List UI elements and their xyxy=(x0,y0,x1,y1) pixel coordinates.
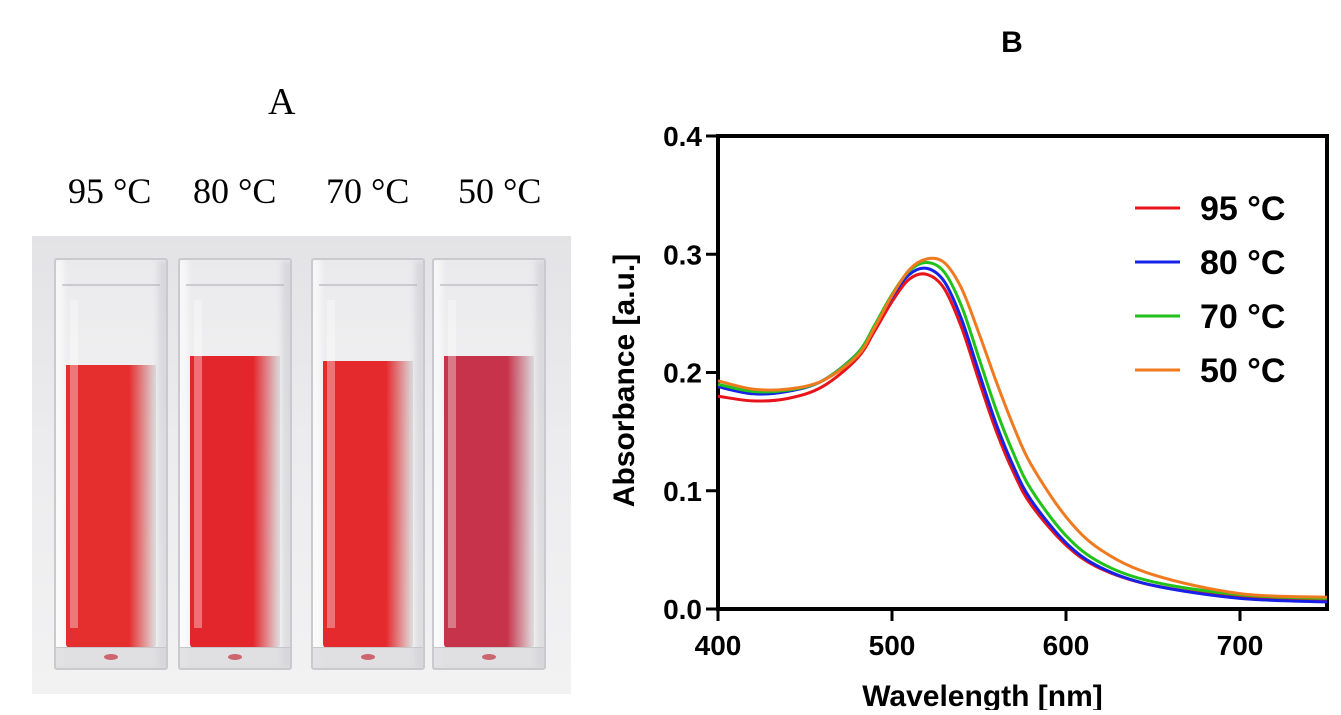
liquid-drop xyxy=(228,654,242,660)
absorbance-chart-panel: B 0.0 0.1 0.2 0.3 0.4 400 500 600 700 Wavelength [… xyxy=(600,0,1341,713)
y-tick-label: 0.3 xyxy=(663,239,702,270)
cuvette-label-70: 70 °C xyxy=(326,171,410,211)
glass-highlight xyxy=(448,300,456,628)
cuvette-label-95: 95 °C xyxy=(68,171,152,211)
cuvette-label-80: 80 °C xyxy=(193,171,277,211)
absorbance-chart: B 0.0 0.1 0.2 0.3 0.4 400 500 600 700 Wavelength [… xyxy=(608,26,1329,713)
x-tick-label: 500 xyxy=(869,630,916,661)
x-tick-label: 400 xyxy=(695,630,742,661)
panel-label-b: B xyxy=(1001,26,1023,59)
y-tick-label: 0.0 xyxy=(663,594,702,625)
cuvette-liquid xyxy=(190,356,280,648)
legend-label: 70 °C xyxy=(1200,298,1285,336)
cuvette-95 xyxy=(54,258,168,670)
y-axis-label: Absorbance [a.u.] xyxy=(608,254,641,507)
cuvette-50 xyxy=(432,258,546,670)
y-tick-label: 0.2 xyxy=(663,358,702,389)
y-tick-label: 0.1 xyxy=(663,476,702,507)
series-line-50 xyxy=(717,256,1328,599)
y-tick-label: 0.4 xyxy=(663,121,702,152)
cuvette-70 xyxy=(311,258,425,670)
cuvette-rim xyxy=(319,266,417,286)
cuvette-liquid xyxy=(323,361,413,648)
cuvette-80 xyxy=(178,258,292,670)
cuvette-rim xyxy=(440,266,538,286)
glass-highlight xyxy=(194,300,202,628)
cuvette-rim xyxy=(62,266,160,286)
liquid-drop xyxy=(482,654,496,660)
legend-label: 50 °C xyxy=(1200,352,1285,390)
photo-panel: A 95 °C 80 °C 70 °C 50 °C xyxy=(0,0,600,710)
cuvette-liquid xyxy=(66,365,156,648)
x-tick-label: 700 xyxy=(1217,630,1264,661)
legend-label: 95 °C xyxy=(1200,190,1285,228)
cuvette-liquid xyxy=(444,356,534,648)
panel-label-a: A xyxy=(268,81,296,123)
cuvette-rim xyxy=(186,266,284,286)
x-axis-label: Wavelength [nm] xyxy=(862,680,1103,710)
liquid-drop xyxy=(104,654,118,660)
x-tick-label: 600 xyxy=(1043,630,1090,661)
glass-highlight xyxy=(327,300,335,628)
liquid-drop xyxy=(361,654,375,660)
glass-highlight xyxy=(70,300,78,628)
cuvette-label-50: 50 °C xyxy=(458,171,542,211)
legend-label: 80 °C xyxy=(1200,244,1285,282)
